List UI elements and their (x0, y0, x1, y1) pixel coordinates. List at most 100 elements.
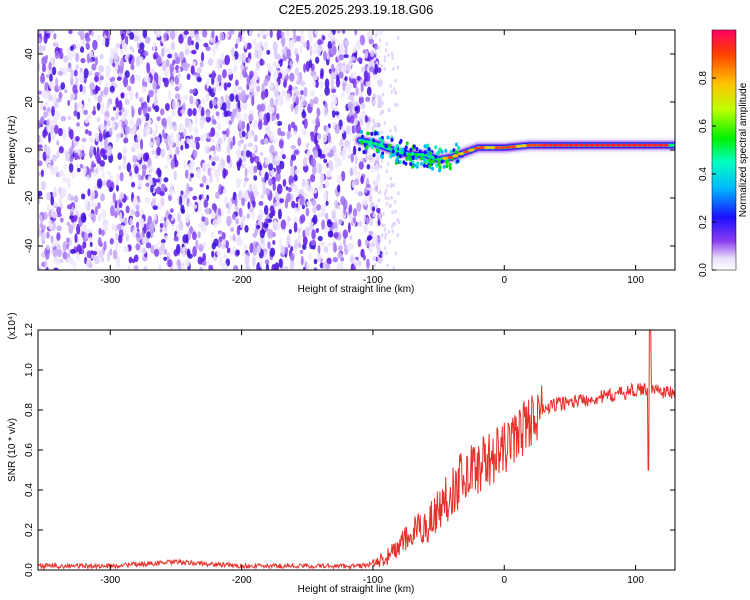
spectrogram-noise-cell (386, 183, 389, 188)
spectrogram-noise-cell (338, 261, 344, 270)
spectrogram-noise-cell (319, 240, 326, 247)
spectrogram-noise-cell (79, 84, 83, 93)
spectrogram-noise-cell (279, 58, 284, 63)
spectrogram-noise-cell (103, 222, 109, 231)
spectrogram-noise-cell (58, 258, 64, 264)
spectrogram-signal-cell (418, 149, 422, 154)
spectrogram-x-axis-label: Height of straight line (km) (298, 284, 415, 295)
spectrogram-noise-cell (294, 168, 301, 175)
spectrogram-signal-cell (457, 145, 461, 150)
spectrogram-noise-cell (177, 260, 182, 270)
spectrogram-noise-cell (146, 231, 151, 239)
spectrogram-noise-cell (385, 41, 388, 46)
spectrogram-signal-cell (427, 147, 431, 152)
spectrogram-noise-cell (277, 127, 282, 136)
spectrogram-noise-cell (249, 70, 254, 78)
spectrogram-noise-cell (160, 242, 165, 252)
spectrogram-noise-cell (51, 154, 58, 162)
spectrogram-noise-cell (39, 116, 45, 126)
spectrogram-noise-cell (394, 251, 397, 256)
spectrogram-noise-cell (73, 260, 77, 270)
spectrogram-noise-cell (225, 32, 230, 39)
spectrogram-noise-cell (58, 146, 64, 154)
spectrogram-noise-cell (70, 248, 76, 254)
spectrogram-noise-cell (387, 162, 390, 167)
spectrogram-noise-cell (243, 112, 248, 121)
spectrogram-noise-cell (246, 83, 250, 91)
spectrogram-noise-cell (129, 119, 135, 127)
spectrogram-noise-cell (100, 108, 105, 115)
spectrogram-noise-cell (331, 88, 337, 94)
spectrogram-noise-cell (380, 63, 384, 68)
spectrogram-noise-cell (135, 91, 139, 99)
spectrogram-noise-cell (230, 47, 235, 57)
spectrogram-signal-cell (362, 150, 366, 155)
spectrogram-noise-cell (96, 117, 101, 123)
spectrogram-noise-cell (56, 206, 62, 214)
spectrogram-noise-cell (164, 69, 170, 77)
spectrogram-noise-cell (371, 127, 375, 132)
spectrogram-noise-cell (41, 224, 47, 231)
spectrogram-noise-cell (229, 250, 234, 256)
spectrogram-signal-peak (442, 156, 449, 160)
spectrogram-noise-cell (273, 138, 278, 144)
spectrogram-noise-cell (112, 106, 117, 111)
spectrogram-noise-cell (159, 190, 165, 196)
spectrogram-noise-cell (94, 167, 99, 174)
spectrogram-noise-cell (188, 138, 194, 147)
spectrogram-noise-cell (378, 213, 381, 218)
colorbar-tick-label: 0.8 (698, 71, 709, 85)
spectrogram-noise-cell (115, 136, 120, 143)
spectrogram-noise-cell (98, 227, 102, 235)
spectrogram-noise-cell (276, 30, 281, 39)
spectrogram-noise-cell (391, 55, 394, 60)
spectrogram-noise-cell (117, 199, 122, 204)
spectrogram-noise-cell (211, 37, 216, 44)
spectrogram-noise-cell (241, 52, 246, 64)
spectrogram-noise-cell (163, 248, 168, 255)
spectrogram-noise-cell (160, 148, 166, 158)
spectrogram-signal-cell (366, 131, 370, 136)
spectrogram-noise-cell (76, 111, 81, 120)
snr-x-tick-label: 0 (501, 575, 507, 586)
spectrogram-noise-cell (99, 53, 104, 60)
spectrogram-signal-cell (398, 154, 402, 159)
spectrogram-noise-cell (350, 114, 355, 125)
spectrogram-noise-cell (156, 146, 162, 156)
spectrogram-signal-peak (615, 143, 622, 147)
spectrogram-signal-cell (409, 147, 413, 152)
spectrogram-noise-cell (166, 115, 173, 126)
spectrogram-noise-cell (219, 257, 223, 268)
spectrogram-noise-cell (92, 39, 98, 51)
spectrogram-noise-cell (198, 194, 202, 201)
spectrogram-noise-cell (377, 94, 380, 99)
spectrogram-noise-cell (112, 249, 118, 260)
spectrogram-noise-cell (140, 247, 147, 255)
spectrogram-noise-cell (237, 140, 242, 148)
spectrogram-noise-cell (270, 97, 274, 108)
spectrogram-noise-cell (223, 82, 228, 91)
spectrogram-noise-cell (126, 85, 132, 92)
spectrogram-noise-cell (66, 204, 73, 210)
spectrogram-noise-cell (87, 188, 91, 197)
spectrogram-noise-cell (148, 165, 154, 172)
spectrogram-noise-cell (299, 45, 303, 53)
spectrogram-noise-cell (273, 90, 280, 98)
spectrogram-noise-cell (267, 241, 271, 250)
spectrogram-noise-cell (265, 187, 271, 196)
spectrogram-noise-cell (129, 45, 133, 50)
spectrogram-noise-cell (248, 30, 253, 37)
spectrogram-noise-cell (39, 74, 46, 84)
spectrogram-noise-cell (192, 88, 196, 94)
spectrogram-noise-cell (263, 78, 269, 87)
spectrogram-noise-cell (372, 255, 377, 262)
spectrogram-signal-peak (573, 143, 580, 147)
spectrogram-noise-cell (322, 133, 328, 143)
spectrogram-noise-cell (114, 200, 118, 209)
spectrogram-noise-cell (125, 205, 130, 214)
spectrogram-noise-cell (38, 134, 41, 144)
spectrogram-noise-cell (197, 231, 201, 239)
spectrogram-noise-cell (299, 249, 304, 254)
spectrogram-noise-cell (260, 169, 264, 177)
spectrogram-noise-cell (351, 56, 356, 62)
